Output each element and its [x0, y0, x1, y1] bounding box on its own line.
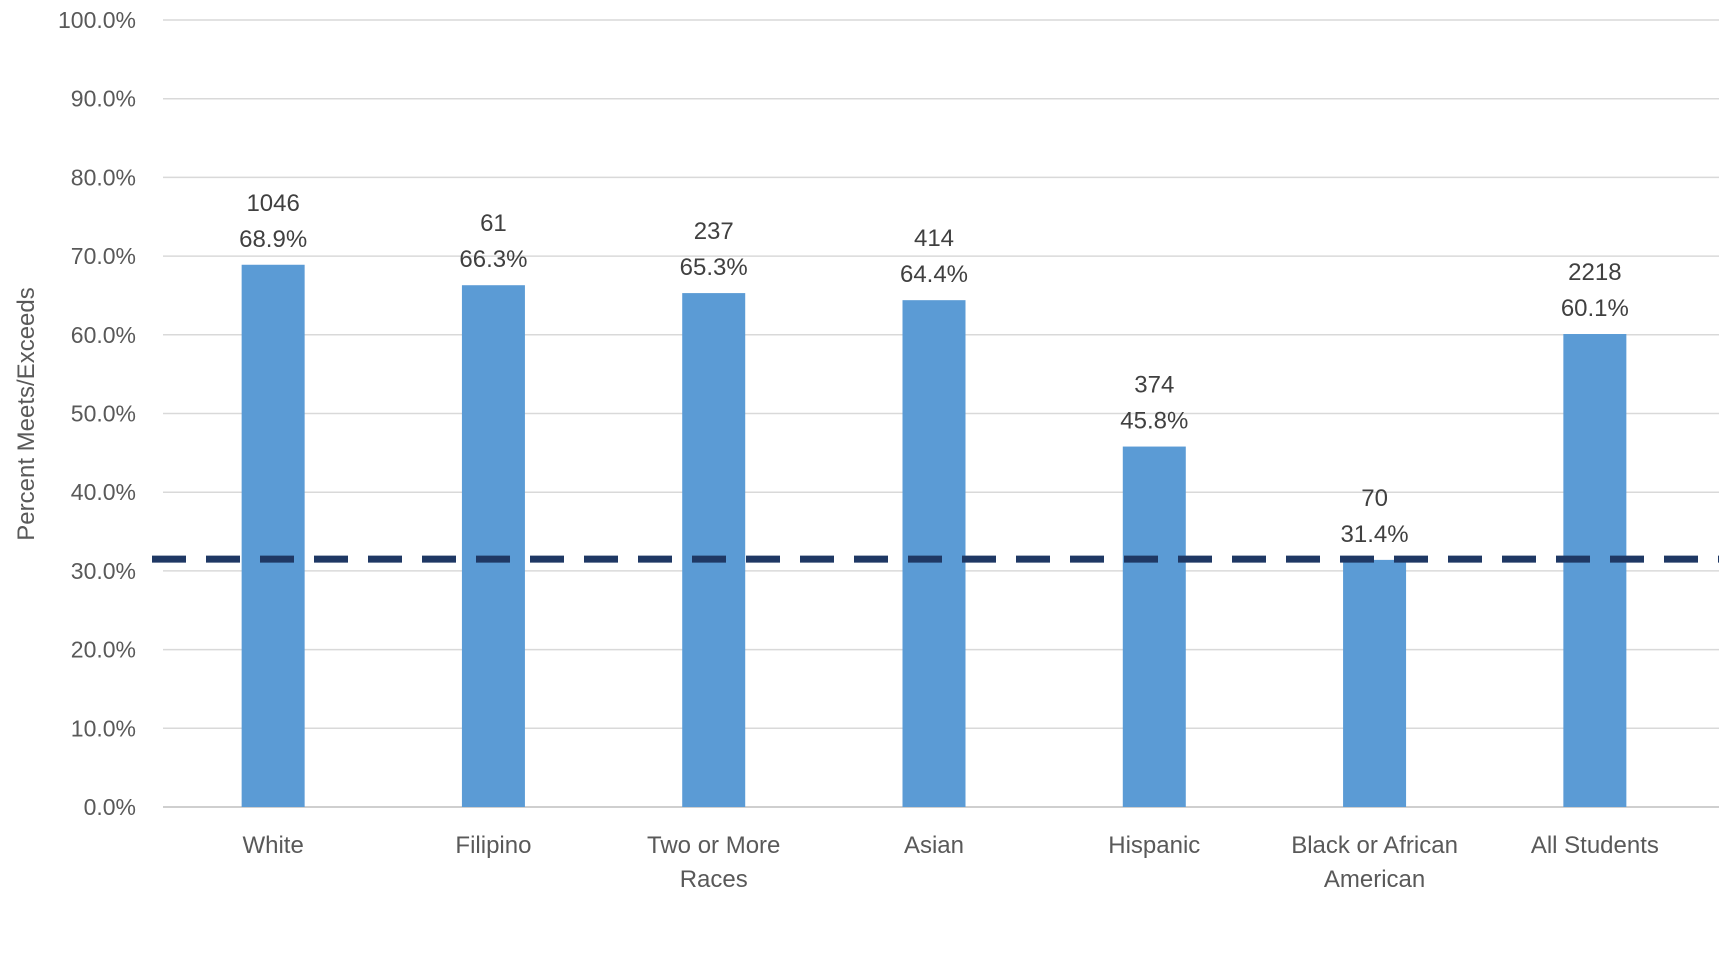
bar-count-label: 2218	[1568, 259, 1621, 286]
bar	[1122, 446, 1186, 807]
bar-value-label: 45.8%	[1120, 408, 1188, 435]
bar-value-label: 65.3%	[680, 254, 748, 281]
bar	[682, 293, 746, 807]
bar-value-label: 68.9%	[239, 226, 307, 253]
y-tick-label: 100.0%	[58, 7, 136, 33]
y-tick-label: 10.0%	[71, 715, 136, 741]
bar	[461, 285, 525, 807]
y-tick-label: 60.0%	[71, 322, 136, 348]
x-category-label: Hispanic	[1108, 832, 1200, 859]
bar-value-label: 66.3%	[459, 246, 527, 273]
bar	[902, 300, 966, 807]
bars	[241, 264, 1627, 808]
x-category-label: Races	[680, 866, 748, 893]
bar	[241, 264, 305, 808]
bar-count-label: 374	[1134, 372, 1174, 399]
bar-count-label: 70	[1361, 485, 1388, 512]
bar-count-label: 61	[480, 210, 507, 237]
bar-count-label: 414	[914, 225, 954, 252]
x-category-label: Two or More	[647, 832, 780, 859]
y-tick-label: 20.0%	[71, 637, 136, 663]
y-tick-label: 30.0%	[71, 558, 136, 584]
y-tick-label: 70.0%	[71, 243, 136, 269]
bar-value-label: 60.1%	[1561, 295, 1629, 322]
x-category-label: American	[1324, 866, 1425, 893]
y-tick-label: 90.0%	[71, 86, 136, 112]
bar	[1563, 334, 1627, 807]
y-tick-label: 50.0%	[71, 401, 136, 427]
y-tick-label: 80.0%	[71, 164, 136, 190]
x-category-label: White	[242, 832, 303, 859]
data-labels: 68.9% 1046 66.3% 61 65.3% 237 64.4% 414 45.8% 374…	[239, 190, 1629, 548]
x-category-label: All Students	[1531, 832, 1659, 859]
x-category-label: Black or African	[1291, 832, 1458, 859]
y-axis-ticks: 0.0% 10.0% 20.0% 30.0% 40.0% 50.0% 60.0% 70.0% 8…	[58, 7, 136, 820]
x-category-label: Filipino	[455, 832, 531, 859]
bar	[1343, 559, 1407, 807]
x-axis-categories: White Filipino Two or More Races Asian Hispan…	[242, 832, 1658, 893]
bar-value-label: 31.4%	[1341, 521, 1409, 548]
y-tick-label: 40.0%	[71, 479, 136, 505]
y-tick-label: 0.0%	[84, 794, 136, 820]
bar-count-label: 1046	[246, 190, 299, 217]
y-axis-title: Percent Meets/Exceeds	[13, 287, 40, 540]
x-category-label: Asian	[904, 832, 964, 859]
bar-value-label: 64.4%	[900, 261, 968, 288]
bar-count-label: 237	[694, 218, 734, 245]
